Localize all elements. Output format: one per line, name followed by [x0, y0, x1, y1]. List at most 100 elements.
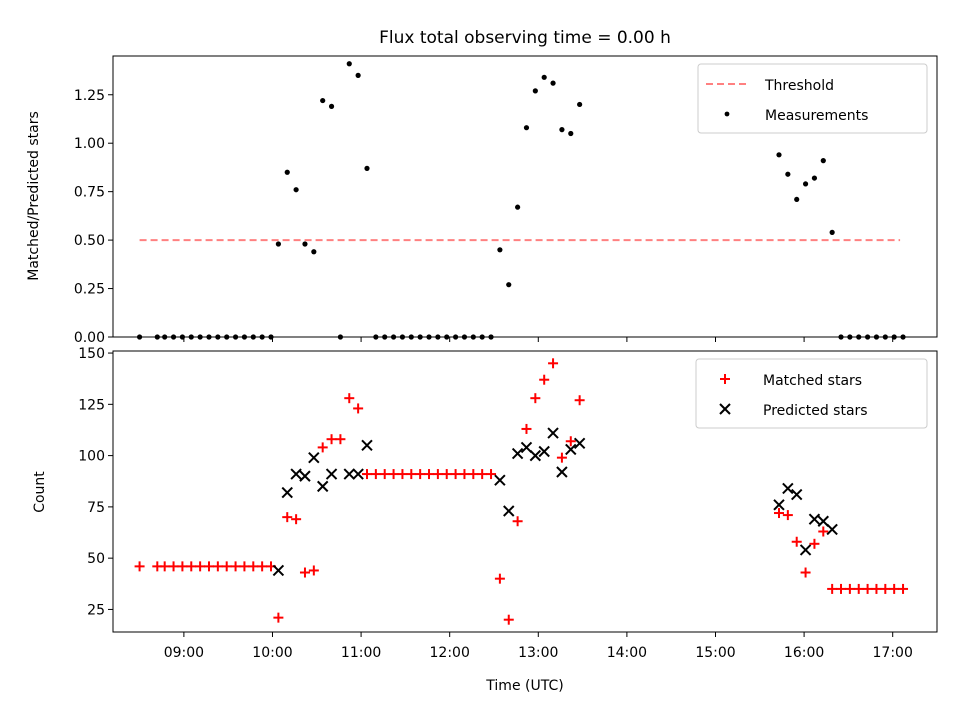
measurement-point: [320, 97, 326, 104]
matched-star-point: [273, 612, 284, 623]
y-axis-label-count: Count: [32, 471, 48, 513]
matched-star-point: [494, 573, 505, 584]
matched-star-point: [221, 561, 232, 572]
predicted-star-point: [290, 468, 302, 480]
y-tick-label: 0.25: [74, 282, 105, 298]
measurement-point: [311, 249, 317, 255]
predicted-star-point: [281, 486, 293, 499]
legend-threshold-label: Threshold: [764, 78, 834, 94]
ratio-legend: Threshold Measurements: [697, 63, 928, 134]
matched-star-point: [565, 436, 576, 447]
measurement-point: [568, 130, 574, 137]
y-tick-label: 100: [78, 449, 105, 465]
matched-star-point: [818, 526, 829, 537]
measurement-point: [364, 165, 370, 171]
x-tick-label: 15:00: [695, 645, 735, 661]
predicted-star-point: [343, 468, 355, 480]
y-tick-label: 25: [87, 602, 105, 618]
measurement-point: [820, 158, 826, 164]
measurement-point: [829, 229, 835, 235]
legend-plus-marker: [720, 374, 730, 384]
predicted-star-point: [782, 482, 794, 495]
matched-star-point: [230, 561, 241, 572]
measurement-point: [776, 152, 782, 158]
matched-star-point: [344, 393, 355, 404]
measurement-point: [515, 204, 521, 210]
legend-measurements-swatch: [724, 111, 730, 117]
measurement-point: [346, 61, 352, 67]
legend-predicted-swatch: [719, 403, 731, 415]
measurement-point: [577, 101, 583, 108]
predicted-star-point: [547, 427, 559, 439]
predicted-star-point: [503, 505, 515, 517]
matched-star-point: [159, 561, 170, 572]
matched-star-point: [844, 583, 855, 594]
legend-x-marker: [719, 403, 731, 415]
matched-star-point: [257, 561, 268, 572]
matched-star-point: [195, 561, 206, 572]
matched-star-point: [432, 469, 443, 480]
legend-box: [695, 358, 928, 429]
y-tick-label: 150: [78, 346, 105, 362]
matched-star-point: [468, 469, 479, 480]
x-tick-label: 12:00: [430, 645, 470, 661]
y-axis-label-ratio: Matched/Predicted stars: [26, 111, 42, 281]
predicted-star-point: [308, 451, 320, 464]
y-tick-label: 75: [87, 500, 105, 516]
predicted-star-point: [573, 437, 586, 450]
matched-star-point: [862, 583, 873, 594]
matched-star-point: [898, 583, 909, 594]
predicted-star-point: [325, 468, 338, 480]
measurement-point: [559, 127, 565, 133]
legend-measurements-label: Measurements: [765, 108, 868, 124]
measurement-point: [785, 171, 791, 177]
matched-star-point: [486, 469, 497, 480]
measurement-point: [497, 247, 503, 253]
y-tick-label: 0.50: [74, 233, 105, 249]
matched-star-point: [836, 583, 847, 594]
predicted-star-point: [556, 466, 568, 478]
ratio-panel: Flux total observing time = 0.00 h Match…: [26, 28, 938, 346]
x-tick-label: 17:00: [873, 645, 913, 661]
legend-box: [697, 63, 928, 134]
count-plot-frame: [112, 350, 938, 633]
count-points: [134, 358, 909, 625]
y-tick-label: 1.25: [74, 88, 105, 104]
matched-star-point: [477, 469, 488, 480]
y-ticks-ratio: 0.00 0.25 0.50 0.75 1.00 1.25: [74, 88, 113, 346]
predicted-star-point: [352, 468, 364, 480]
matched-star-point: [361, 469, 372, 480]
matched-star-point: [539, 374, 550, 385]
matched-star-point: [212, 561, 223, 572]
legend-matched-swatch: [720, 374, 730, 384]
matched-star-point: [168, 561, 179, 572]
y-tick-label: 1.00: [74, 136, 105, 152]
measurement-point: [550, 80, 556, 86]
matched-star-point: [326, 434, 337, 445]
chart-title: Flux total observing time = 0.00 h: [379, 28, 671, 48]
measurement-point: [355, 72, 361, 78]
predicted-star-point: [511, 447, 524, 460]
measurement-point: [532, 88, 538, 94]
matched-star-point: [186, 561, 197, 572]
x-tick-label: 10:00: [252, 645, 292, 661]
y-tick-label: 50: [87, 551, 105, 567]
predicted-star-point: [808, 513, 821, 525]
matched-star-point: [809, 538, 820, 549]
matched-star-point: [450, 469, 461, 480]
matched-star-point: [512, 516, 523, 527]
measurement-point: [794, 196, 800, 203]
predicted-star-point: [791, 488, 803, 501]
x-tick-label: 14:00: [607, 645, 647, 661]
matched-star-point: [282, 512, 293, 523]
matched-star-point: [791, 536, 802, 547]
matched-star-point: [388, 469, 399, 480]
ratio-plot-frame: [112, 55, 938, 338]
predicted-star-point: [529, 449, 542, 462]
measurement-point: [284, 169, 290, 175]
predicted-star-point: [494, 474, 506, 486]
matched-star-point: [853, 583, 864, 594]
measurement-point: [302, 241, 308, 247]
matched-star-point: [299, 567, 310, 578]
